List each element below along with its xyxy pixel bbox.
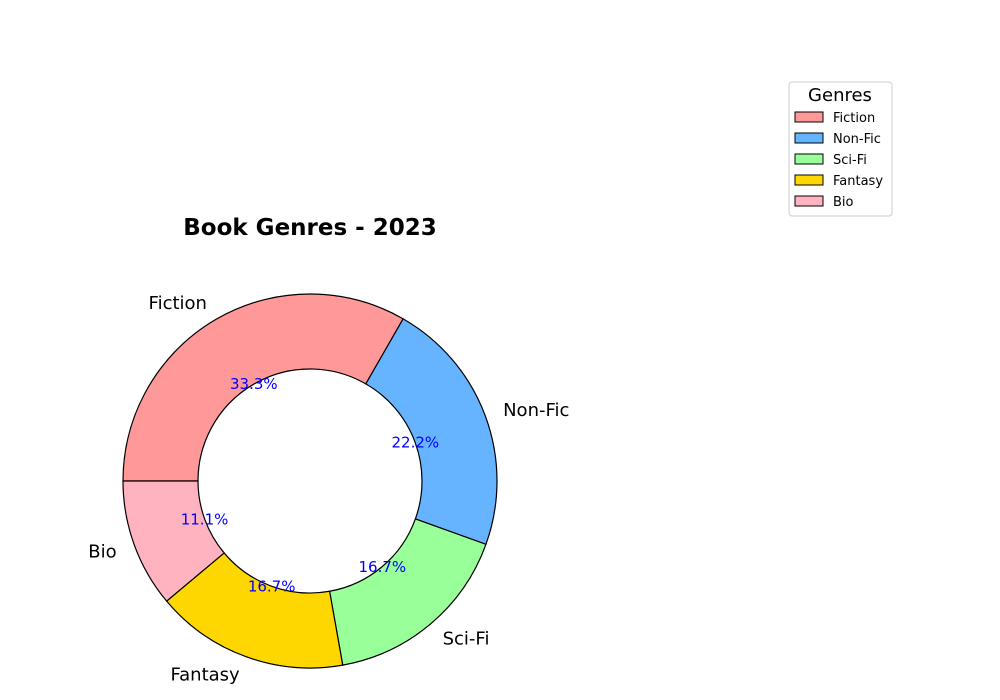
legend-title: Genres <box>808 85 872 106</box>
legend-swatch <box>794 153 824 165</box>
percent-label: 11.1% <box>181 510 229 528</box>
legend-entry-label: Fantasy <box>833 174 883 189</box>
percent-labels: 33.3% 22.2% 16.7% 16.7% 11.1% <box>181 375 439 596</box>
donut-slices <box>122 293 498 669</box>
slice-fiction <box>122 293 404 482</box>
legend-entry-label: Bio <box>833 195 854 210</box>
slice-non-fic <box>364 318 498 546</box>
slice-label: Fantasy <box>170 664 240 685</box>
slice-label: Non-Fic <box>503 400 569 421</box>
legend: Genres Fiction Non-Fic Sci-Fi Fantasy Bio <box>788 81 893 217</box>
slice-label: Bio <box>88 541 116 562</box>
legend-entry-label: Non-Fic <box>833 132 881 147</box>
percent-label: 16.7% <box>248 577 296 595</box>
legend-swatch <box>794 132 824 144</box>
chart-title: Book Genres - 2023 <box>183 215 437 241</box>
legend-entry-label: Sci-Fi <box>833 153 867 168</box>
slice-bio <box>122 480 225 602</box>
legend-entry-label: Fiction <box>833 111 875 126</box>
legend-swatch <box>794 195 824 207</box>
percent-label: 33.3% <box>230 375 278 393</box>
percent-label: 22.2% <box>391 433 439 451</box>
percent-label: 16.7% <box>359 558 407 576</box>
slice-label: Fiction <box>149 293 207 314</box>
legend-swatch <box>794 174 824 186</box>
slice-label: Sci-Fi <box>443 628 490 649</box>
legend-entries: Fiction Non-Fic Sci-Fi Fantasy Bio <box>794 111 883 210</box>
slice-labels: Fiction Non-Fic Sci-Fi Fantasy Bio <box>88 293 569 685</box>
legend-swatch <box>794 111 824 123</box>
